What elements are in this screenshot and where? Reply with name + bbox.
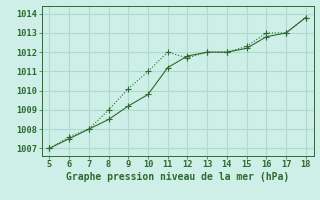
X-axis label: Graphe pression niveau de la mer (hPa): Graphe pression niveau de la mer (hPa): [66, 172, 289, 182]
